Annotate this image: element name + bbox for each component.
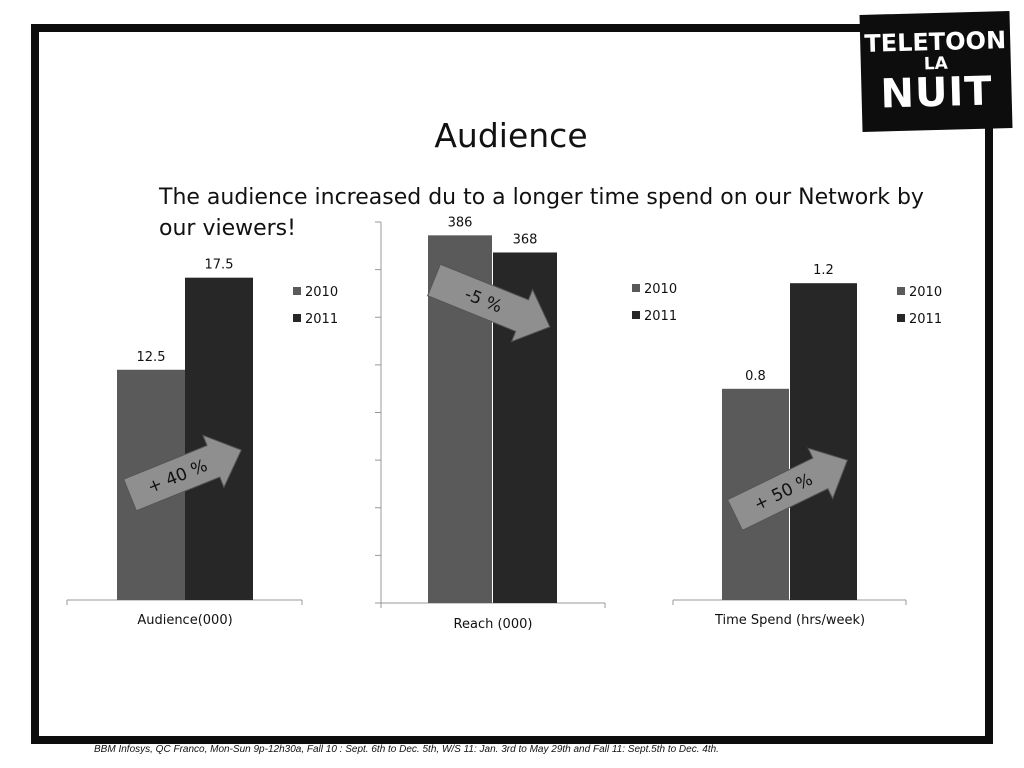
chart-3-legend-label-2010: 2010: [909, 285, 942, 300]
chart-1-data-label-2011: 17.5: [205, 258, 234, 273]
chart-1-data-label-2010: 12.5: [137, 350, 166, 365]
chart-3-legend-swatch-2011: [897, 314, 905, 322]
chart-3-legend-swatch-2010: [897, 287, 905, 295]
chart-3-bar-2011: [790, 283, 857, 600]
chart-1-arrow-shape: [122, 434, 242, 512]
chart-1-legend-label-2011: 2011: [305, 312, 338, 327]
chart-3-arrow-shape: [726, 447, 849, 531]
chart-3-data-label-2010: 0.8: [745, 369, 766, 384]
chart-2-category-label: Reach (000): [454, 617, 533, 632]
chart-3-legend-label-2011: 2011: [909, 312, 942, 327]
chart-2-legend-swatch-2010: [632, 284, 640, 292]
chart-2-data-label-2011: 368: [513, 232, 538, 247]
chart-1-category-label: Audience(000): [137, 613, 232, 628]
chart-1-legend-swatch-2010: [293, 287, 301, 295]
chart-3-category-label: Time Spend (hrs/week): [714, 613, 865, 628]
chart-2-change-arrow-icon: -5 %: [426, 263, 551, 343]
slide-title: Audience: [434, 116, 588, 155]
slide-subtitle: The audience increased du to a longer ti…: [159, 185, 924, 241]
chart-3-data-label-2011: 1.2: [813, 263, 834, 278]
chart-2-legend-label-2011: 2011: [644, 309, 677, 324]
chart-2-data-label-2010: 386: [448, 215, 473, 230]
chart-2-legend-label-2010: 2010: [644, 282, 677, 297]
chart-2-legend-swatch-2011: [632, 311, 640, 319]
chart-1-legend-swatch-2011: [293, 314, 301, 322]
chart-1-bar-2011: [185, 277, 253, 600]
chart-1-legend-label-2010: 2010: [305, 285, 338, 300]
chart-2-arrow-shape: [426, 263, 551, 343]
source-footnote: BBM Infosys, QC Franco, Mon-Sun 9p-12h30…: [94, 744, 719, 755]
